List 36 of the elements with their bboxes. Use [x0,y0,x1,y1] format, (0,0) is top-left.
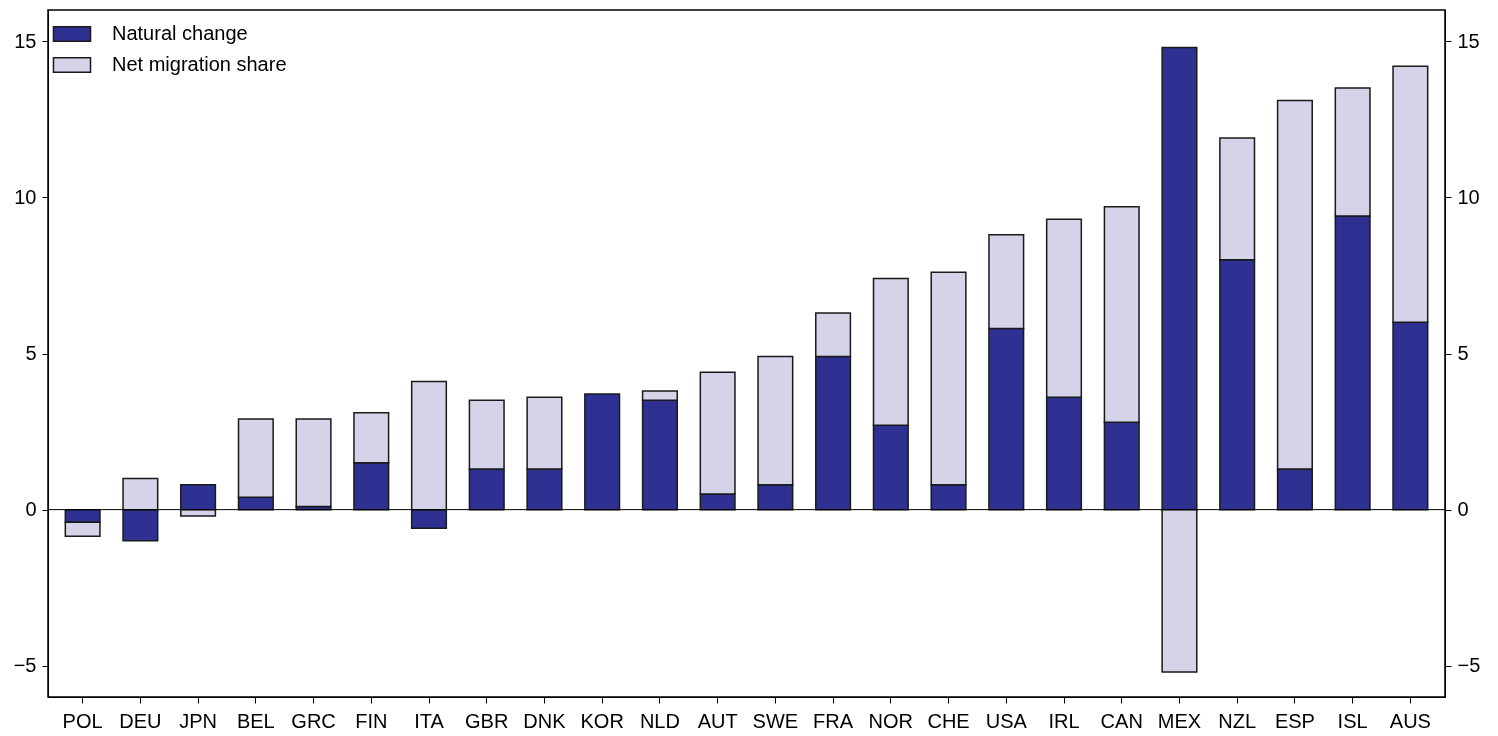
x-tick-label: DNK [523,709,567,732]
y-tick-label: 15 [14,29,37,52]
x-tick-label: FRA [813,709,854,732]
x-tick-label: AUS [1389,709,1431,732]
legend-label: Natural change [112,22,248,44]
y-tick-label: −5 [13,654,37,677]
x-tick-label: JPN [179,709,217,732]
x-tick-label: NLD [639,709,680,732]
y2-tick-label: 15 [1457,29,1480,52]
x-tick-label: NZL [1218,709,1257,732]
y2-tick-label: 0 [1457,498,1469,521]
x-tick-label: GBR [465,709,509,732]
x-tick-label: KOR [580,709,624,732]
x-tick-label: BEL [236,709,275,732]
x-tick-label: POL [62,709,103,732]
y-tick-label: 0 [25,498,37,521]
y-tick-label: 5 [25,342,37,364]
y2-tick-label: −5 [1457,654,1481,677]
x-tick-label: MEX [1157,709,1202,732]
x-tick-label: CAN [1100,709,1143,732]
y-tick-label: 10 [14,185,37,208]
x-tick-label: NOR [868,709,914,732]
x-tick-label: ISL [1337,709,1368,732]
y2-tick-label: 10 [1457,185,1480,208]
x-tick-label: ESP [1274,709,1315,732]
x-tick-label: ITA [414,709,445,732]
x-tick-label: USA [985,709,1028,732]
x-tick-label: CHE [927,709,970,732]
x-tick-label: GRC [291,709,336,732]
x-tick-label: IRL [1048,709,1080,732]
x-tick-label: SWE [752,709,799,732]
x-tick-label: AUT [697,709,738,732]
legend-label: Net migration share [112,53,287,75]
y2-tick-label: 5 [1457,342,1469,364]
x-tick-label: FIN [355,709,388,732]
x-tick-label: DEU [119,709,162,732]
